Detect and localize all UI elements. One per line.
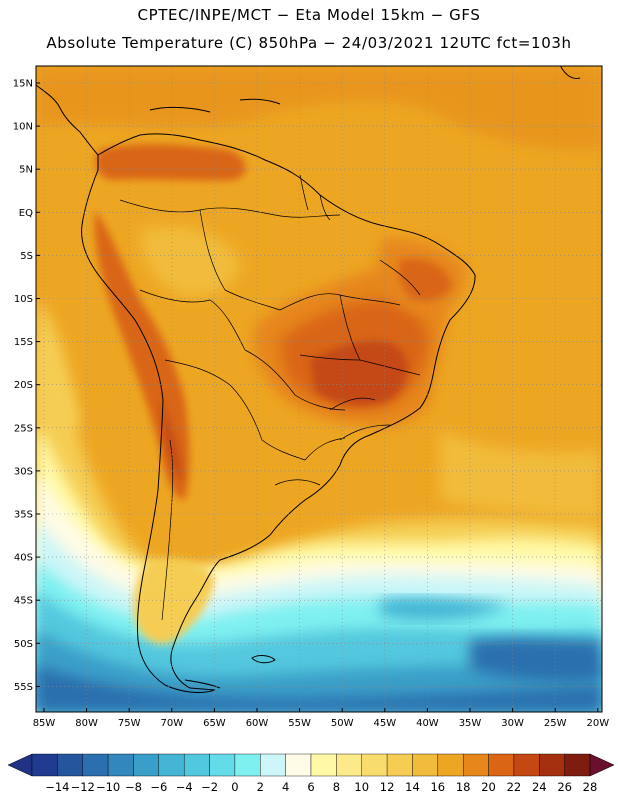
- lon-label: 85W: [33, 718, 56, 729]
- colorbar-under-arrow: [7, 753, 33, 777]
- colorbar-over-arrow: [589, 753, 615, 777]
- colorbar-label: −6: [150, 780, 167, 794]
- lon-label: 70W: [160, 718, 183, 729]
- colorbar-label: −2: [201, 780, 218, 794]
- coastline: [36, 66, 581, 693]
- colorbar-label: −4: [176, 780, 193, 794]
- colorbar-swatch: [183, 753, 210, 777]
- colorbar-swatch: [234, 753, 261, 777]
- colorbar-label: −12: [71, 780, 95, 794]
- map-title: CPTEC/INPE/MCT − Eta Model 15km − GFS: [137, 6, 481, 24]
- lat-label: 10S: [14, 294, 33, 305]
- colorbar-swatch: [513, 753, 540, 777]
- colorbar-swatch: [107, 753, 134, 777]
- lon-label: 75W: [118, 718, 141, 729]
- colorbar-label: 20: [481, 780, 496, 794]
- colorbar-label: 24: [532, 780, 547, 794]
- lon-label: 65W: [203, 718, 226, 729]
- colorbar-swatch: [57, 753, 83, 777]
- colorbar-label: −14: [45, 780, 69, 794]
- colorbar-label: 2: [257, 780, 264, 794]
- colorbar-label: 0: [231, 780, 238, 794]
- lat-label: 15S: [14, 337, 33, 348]
- latitude-labels: 15N 10N 5N EQ 5S 10S 15S 20S 25S 30S 35S 40S 45S 50S 5…: [13, 79, 40, 693]
- colorbar-swatch: [31, 753, 58, 777]
- colorbar-swatch: [564, 753, 591, 777]
- colorbar-swatch: [82, 753, 109, 777]
- colorbar-label: 10: [354, 780, 369, 794]
- lat-label: 35S: [14, 510, 33, 521]
- map-frame: [35, 65, 603, 713]
- colorbar-swatch: [285, 753, 312, 777]
- colorbar-swatch: [310, 753, 337, 777]
- colorbar-swatch: [539, 753, 565, 777]
- longitude-labels: 85W 80W 75W 70W 65W 60W 55W 50W 45W 40W 35W 30W 25W 2…: [33, 708, 609, 729]
- lat-label: 50S: [14, 639, 33, 650]
- colorbar-swatch: [412, 753, 439, 777]
- map-canvas: 15N 10N 5N EQ 5S 10S 15S 20S 25S 30S 35S 40S 45S 50S 5…: [13, 65, 609, 729]
- colorbar-swatch: [488, 753, 515, 777]
- lat-label: 5S: [20, 251, 33, 262]
- colorbar-label: 4: [282, 780, 289, 794]
- colorbar-swatch: [336, 753, 362, 777]
- colorbar-label: 26: [557, 780, 572, 794]
- lon-label: 30W: [501, 718, 524, 729]
- colorbar-swatch: [437, 753, 464, 777]
- colorbar-swatch: [386, 753, 413, 777]
- lat-label: 55S: [14, 682, 33, 693]
- colorbar-label: 18: [456, 780, 471, 794]
- colorbar-label: 6: [307, 780, 314, 794]
- lat-label: 20S: [14, 380, 33, 391]
- colorbar-swatch: [158, 753, 185, 777]
- colorbar-label: −8: [125, 780, 142, 794]
- colorbar-swatch: [361, 753, 388, 777]
- colorbar-label: 12: [380, 780, 395, 794]
- lat-label: 45S: [14, 596, 33, 607]
- temperature-field: [36, 66, 602, 712]
- lon-label: 80W: [75, 718, 98, 729]
- lat-label: 10N: [13, 122, 33, 133]
- lat-label: EQ: [19, 208, 33, 219]
- colorbar: −14 −12 −10 −8 −6 −4 −2 0 2 4 6 8 10 12 14 16 18 20 22 24 26…: [7, 753, 615, 794]
- lon-label: 55W: [288, 718, 311, 729]
- lat-label: 40S: [14, 553, 33, 564]
- colorbar-swatch: [133, 753, 160, 777]
- lat-label: 5N: [19, 165, 33, 176]
- colorbar-swatch: [260, 753, 286, 777]
- colorbar-label: 28: [583, 780, 598, 794]
- lon-label: 60W: [246, 718, 269, 729]
- lon-label: 50W: [331, 718, 354, 729]
- colorbar-label: −10: [96, 780, 120, 794]
- lat-label: 30S: [14, 466, 33, 477]
- lon-label: 25W: [544, 718, 567, 729]
- lon-label: 40W: [416, 718, 439, 729]
- lon-label: 35W: [459, 718, 482, 729]
- colorbar-label: 14: [405, 780, 420, 794]
- colorbar-label: 22: [507, 780, 522, 794]
- colorbar-swatch: [209, 753, 236, 777]
- lon-label: 45W: [373, 718, 396, 729]
- colorbar-swatch: [462, 753, 489, 777]
- colorbar-label: 16: [430, 780, 445, 794]
- lat-label: 15N: [13, 79, 33, 90]
- lat-label: 25S: [14, 423, 33, 434]
- country-borders: [119, 174, 421, 621]
- map-subtitle: Absolute Temperature (C) 850hPa − 24/03/…: [46, 34, 572, 52]
- lon-label: 20W: [586, 718, 609, 729]
- colorbar-label: 8: [333, 780, 340, 794]
